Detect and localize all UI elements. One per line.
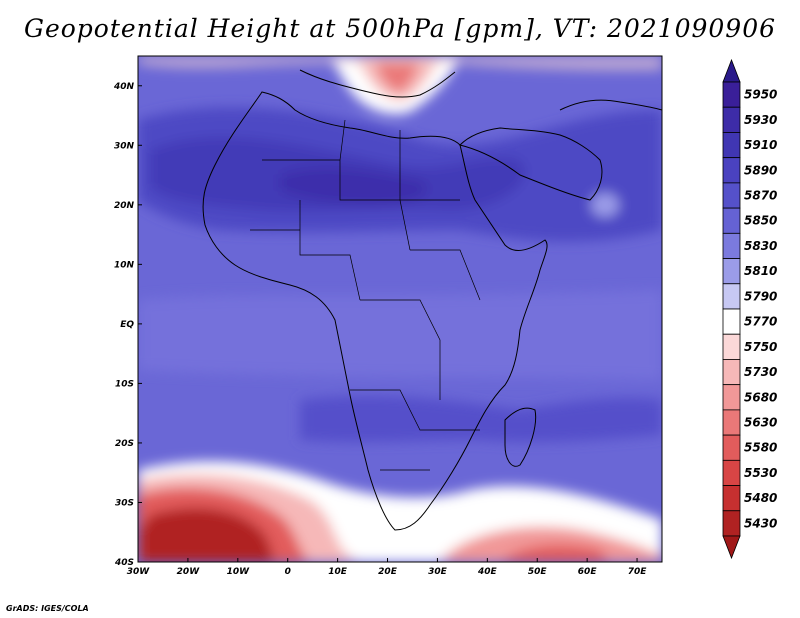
lat-tick-label: EQ: [120, 320, 134, 330]
colorbar-swatch: [722, 308, 741, 335]
colorbar-label: 5770: [744, 315, 777, 329]
height-field: [138, 56, 662, 562]
lat-tick-label: 30S: [115, 498, 134, 508]
colorbar-swatch: [722, 510, 741, 537]
colorbar-swatch: [722, 232, 741, 259]
colorbar-label: 5430: [744, 516, 777, 530]
colorbar: 5950 5930 5910 5890 5870 5850 5830 5810 5790 5770…: [722, 58, 777, 560]
lon-tick-label: 20E: [378, 567, 398, 577]
colorbar-label: 5530: [744, 466, 777, 480]
lon-tick-label: 40E: [477, 567, 498, 577]
lat-tick-label: 20S: [115, 439, 134, 449]
lon-tick-label: 70E: [628, 567, 648, 577]
lon-tick-label: 10E: [328, 567, 348, 577]
colorbar-swatch: [722, 359, 741, 386]
colorbar-swatch: [722, 258, 741, 285]
colorbar-label: 5480: [744, 491, 777, 505]
colorbar-swatch: [722, 132, 741, 159]
map-title: Geopotential Height at 500hPa [gpm], VT:…: [23, 14, 777, 43]
lon-tick-label: 20W: [177, 567, 201, 577]
country-borders: [250, 119, 481, 471]
colorbar-swatch: [722, 106, 741, 133]
colorbar-label: 5580: [744, 441, 777, 455]
lat-tick-label: 20N: [114, 201, 135, 211]
lat-tick-label: 10N: [114, 260, 135, 270]
colorbar-label: 5630: [744, 416, 777, 430]
colorbar-label: 5870: [744, 189, 777, 203]
lat-tick-label: 30N: [114, 141, 135, 151]
colorbar-top-arrow: [722, 58, 741, 83]
lon-tick-label: 0: [285, 567, 291, 577]
lon-tick-label: 30W: [127, 567, 151, 577]
lon-tick-label: 10W: [227, 567, 251, 577]
colorbar-label: 5830: [744, 239, 777, 253]
lat-tick-label: 10S: [115, 379, 134, 389]
lon-tick-label: 30E: [428, 567, 448, 577]
colorbar-label: 5790: [744, 289, 777, 303]
grads-credit: GrADS: IGES/COLA: [6, 604, 89, 613]
colorbar-swatch: [722, 485, 741, 512]
colorbar-label: 5950: [744, 88, 777, 102]
colorbar-swatch: [722, 157, 741, 184]
colorbar-bottom-arrow: [722, 535, 741, 560]
colorbar-label: 5680: [744, 390, 777, 404]
colorbar-label: 5730: [744, 365, 777, 379]
lat-tick-label: 40S: [114, 558, 134, 568]
colorbar-label: 5910: [744, 138, 777, 152]
axis-ticks: [137, 85, 638, 563]
colorbar-label: 5810: [744, 264, 777, 278]
colorbar-swatch: [722, 434, 741, 461]
lat-tick-label: 40N: [113, 82, 135, 92]
colorbar-swatch: [722, 333, 741, 360]
colorbar-swatch: [722, 409, 741, 436]
colorbar-swatch: [722, 182, 741, 209]
colorbar-swatch: [722, 384, 741, 411]
colorbar-label: 5750: [744, 340, 777, 354]
colorbar-swatch: [722, 283, 741, 310]
lon-tick-label: 50E: [528, 567, 548, 577]
colorbar-swatch: [722, 207, 741, 234]
colorbar-label: 5850: [744, 214, 777, 228]
colorbar-label: 5930: [744, 113, 777, 127]
axis-tick-labels: 30W 20W 10W 0 10E 20E 30E 40E 50E 60E 70E 40N 30N 20N…: [113, 82, 647, 577]
colorbar-label: 5890: [744, 163, 777, 177]
lon-tick-label: 60E: [578, 567, 598, 577]
map-frame: [137, 55, 663, 563]
colorbar-swatch: [722, 459, 741, 486]
colorbar-swatch: [722, 81, 741, 108]
